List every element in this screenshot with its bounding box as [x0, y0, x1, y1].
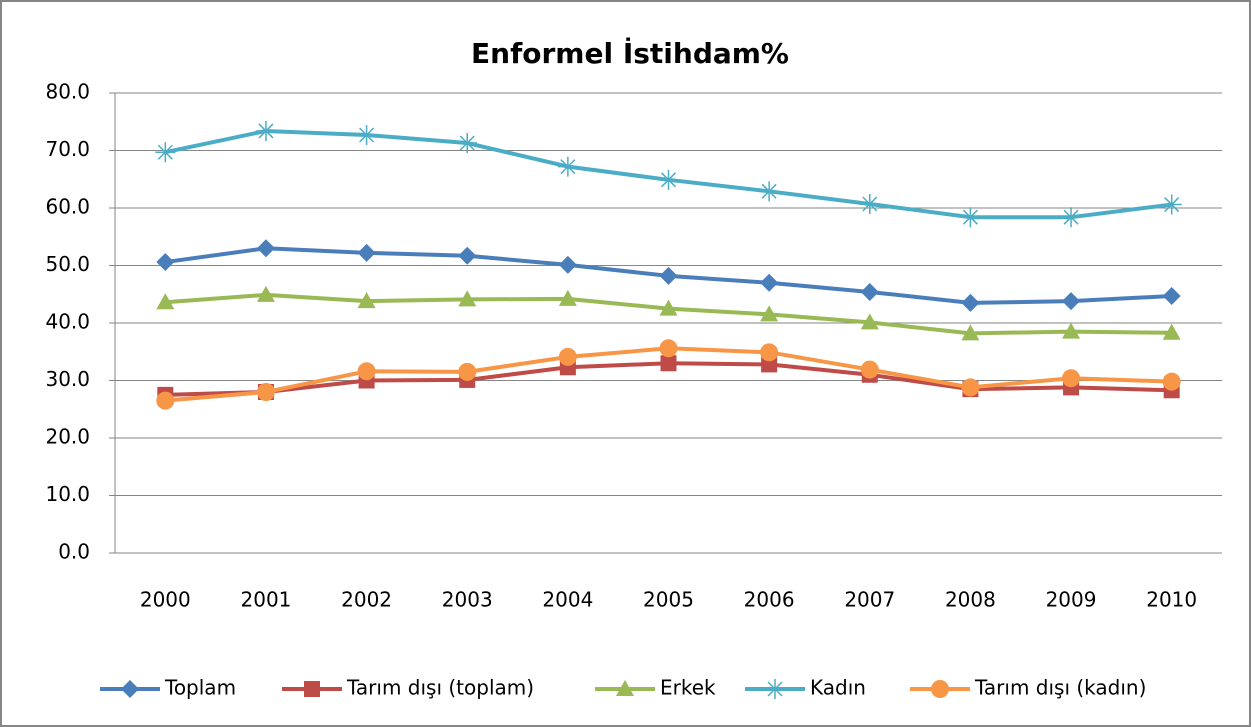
y-tick-label: 40.0: [45, 310, 90, 334]
legend-label: Tarım dışı (kadın): [974, 676, 1146, 700]
y-tick-label: 60.0: [45, 195, 90, 219]
marker: [357, 292, 376, 309]
marker: [255, 120, 276, 141]
marker: [1162, 372, 1181, 391]
marker: [616, 680, 634, 696]
marker: [558, 347, 577, 366]
marker: [304, 681, 320, 697]
x-tick-label: 2004: [542, 588, 593, 612]
legend-label: Kadın: [810, 676, 866, 700]
marker: [760, 343, 779, 362]
marker: [156, 253, 175, 272]
marker: [860, 313, 879, 330]
marker: [660, 355, 677, 372]
marker: [860, 282, 879, 301]
marker: [659, 266, 678, 285]
marker: [1162, 286, 1181, 305]
marker: [256, 285, 275, 302]
marker: [356, 124, 377, 145]
marker: [760, 305, 779, 322]
marker: [156, 293, 175, 310]
marker: [357, 243, 376, 262]
marker: [659, 339, 678, 358]
x-tick-label: 2008: [945, 588, 996, 612]
marker: [558, 255, 577, 274]
marker: [760, 273, 779, 292]
x-tick-label: 2005: [643, 588, 694, 612]
marker: [659, 299, 678, 316]
marker: [860, 360, 879, 379]
legend-label: Erkek: [660, 676, 716, 700]
x-tick-label: 2000: [140, 588, 191, 612]
marker: [658, 169, 679, 190]
marker: [1061, 207, 1082, 228]
marker: [256, 239, 275, 258]
y-tick-label: 50.0: [45, 252, 90, 276]
x-tick-label: 2001: [241, 588, 292, 612]
marker: [961, 293, 980, 312]
marker: [761, 356, 778, 373]
y-tick-label: 80.0: [45, 80, 90, 104]
marker: [121, 680, 139, 698]
x-tick-label: 2002: [341, 588, 392, 612]
y-tick-label: 20.0: [45, 425, 90, 449]
y-tick-label: 0.0: [58, 540, 90, 564]
marker: [1062, 369, 1081, 388]
marker: [759, 181, 780, 202]
legend-label: Toplam: [164, 676, 236, 700]
legend-label: Tarım dışı (toplam): [346, 676, 534, 700]
marker: [859, 193, 880, 214]
marker: [558, 289, 577, 306]
marker: [961, 324, 980, 341]
y-tick-label: 30.0: [45, 367, 90, 391]
marker: [931, 680, 949, 698]
marker: [765, 679, 785, 699]
x-tick-label: 2007: [844, 588, 895, 612]
marker: [458, 290, 477, 307]
marker: [960, 207, 981, 228]
marker: [1062, 322, 1081, 339]
chart-title: Enformel İstihdam%: [471, 36, 789, 70]
y-tick-label: 10.0: [45, 482, 90, 506]
marker: [1162, 323, 1181, 340]
x-tick-label: 2009: [1046, 588, 1097, 612]
marker: [457, 133, 478, 154]
marker: [1062, 292, 1081, 311]
y-tick-label: 70.0: [45, 137, 90, 161]
x-tick-label: 2003: [442, 588, 493, 612]
marker: [1161, 194, 1182, 215]
x-tick-label: 2010: [1146, 588, 1197, 612]
marker: [256, 383, 275, 401]
marker: [155, 142, 176, 163]
marker: [458, 246, 477, 265]
marker: [357, 362, 376, 381]
marker: [961, 378, 980, 397]
x-tick-label: 2006: [744, 588, 795, 612]
marker: [458, 362, 477, 381]
marker: [156, 391, 175, 410]
marker: [557, 156, 578, 177]
